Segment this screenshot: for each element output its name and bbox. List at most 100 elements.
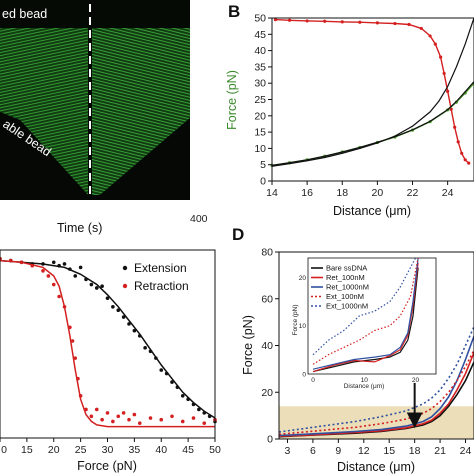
panel-c-point-retraction xyxy=(132,412,137,417)
inset-legend-label: Ret_100nM xyxy=(326,273,365,282)
panel-d-plot-area xyxy=(278,326,474,439)
panel-a-xlabel: Time (s) xyxy=(57,221,102,235)
panel-d-y-ticks: 0 20 40 60 80 xyxy=(261,247,279,446)
panel-c-point-retraction xyxy=(159,417,164,422)
panel-a-x-end-tick: 400 xyxy=(190,213,208,225)
panel-b-letter: B xyxy=(228,2,240,21)
panel-b-x-tick-label: 16 xyxy=(301,187,313,199)
panel-c-point-retraction xyxy=(116,414,121,419)
inset-legend-label: Ret_1000nM xyxy=(326,283,369,292)
panel-b-x-tick-label: 24 xyxy=(442,187,454,199)
panel-c-point-extension xyxy=(73,274,78,278)
panel-d-y-tick-label: 40 xyxy=(261,340,273,352)
panel-c-x-tick-label: 45 xyxy=(182,444,194,456)
panel-c-point-retraction xyxy=(94,407,99,412)
panel-b-fit-line-3 xyxy=(271,81,474,166)
panel-b-point xyxy=(323,19,327,23)
panel-d-ylabel: Force (pN) xyxy=(241,315,255,375)
panel-d-y-tick-label: 0 xyxy=(267,434,273,446)
inset-curve-2 xyxy=(312,257,419,370)
panel-c-point-extension xyxy=(159,368,164,372)
inset-x-tick-label: 0 xyxy=(311,377,315,384)
panel-b-x-tick-label: 18 xyxy=(336,187,348,199)
panel-b-y-tick-label: 35 xyxy=(254,61,266,73)
panel-c-point-retraction xyxy=(70,339,75,343)
panel-c-fit-line-3 xyxy=(0,259,215,428)
panel-b-point xyxy=(467,161,471,165)
panel-d-x-tick-label: 15 xyxy=(383,445,395,457)
panel-d-x-tick-label: 3 xyxy=(285,445,291,457)
panel-b-point xyxy=(340,20,344,24)
panel-c-legend: Extension Retraction xyxy=(122,261,189,293)
panel-c-point-retraction xyxy=(191,416,196,420)
panel-c-point-extension xyxy=(111,304,115,309)
panel-b-point xyxy=(439,55,443,59)
kymograph-left-fibers xyxy=(0,28,88,195)
panel-d-x-ticks: 3 6 9 12 15 18 21 24 xyxy=(285,439,472,457)
inset-curve-3 xyxy=(312,257,419,365)
panel-b-point xyxy=(456,140,460,144)
panel-b-y-tick-label: 45 xyxy=(254,29,266,41)
panel-c-point-retraction xyxy=(148,416,153,420)
panel-c-point-retraction xyxy=(111,419,115,424)
panel-b-xlabel: Distance (μm) xyxy=(333,204,411,218)
panel-b-ylabel: Force (pN) xyxy=(225,70,239,130)
panel-b-y-tick-label: 15 xyxy=(254,127,266,139)
inset-x-tick-label: 10 xyxy=(361,377,369,384)
panel-b-y-tick-label: 5 xyxy=(260,159,266,171)
panel-b-point xyxy=(407,22,411,27)
panel-b-y-tick-label: 30 xyxy=(254,78,266,90)
panel-b-series-line-1 xyxy=(271,82,474,167)
panel-c-point-extension xyxy=(78,265,83,270)
panel-b-y-tick-label: 10 xyxy=(254,143,266,155)
panel-b-point xyxy=(393,21,397,26)
legend-label-extension: Extension xyxy=(134,261,187,275)
panel-c-point-extension xyxy=(127,322,131,326)
trapped-bead-label: ed bead xyxy=(2,7,47,21)
panel-c-point-extension xyxy=(100,284,104,289)
panel-d-series-ext-100nm xyxy=(278,349,474,436)
panel-b-y-tick-label: 20 xyxy=(254,110,266,122)
panel-c-point-retraction xyxy=(51,282,56,287)
panel-c-point-extension xyxy=(62,262,67,266)
panel-b-point xyxy=(449,107,453,111)
panel-b-point xyxy=(273,18,278,22)
inset-curve-4 xyxy=(312,257,417,356)
inset-y-tick-label: 10 xyxy=(299,323,307,330)
panel-d-x-tick-label: 21 xyxy=(434,445,446,457)
panel-c-xlabel: Force (pN) xyxy=(77,459,137,473)
panel-b: B 14 16 18 20 22 24 0 5 10 15 20 25 30 35 40 45 50 Dist… xyxy=(225,2,474,218)
panel-b-fit-line-2 xyxy=(271,17,474,167)
panel-d-letter: D xyxy=(232,225,244,244)
panel-c: 0 15 20 25 30 35 40 45 50 Force (pN) Extension R… xyxy=(0,249,221,473)
legend-marker-extension xyxy=(122,265,128,271)
panel-c-point-extension xyxy=(132,328,137,333)
inset-legend: Bare ssDNARet_100nMRet_1000nMExt_100nMEx… xyxy=(311,264,369,311)
panel-c-point-retraction xyxy=(137,421,142,425)
panel-b-point xyxy=(433,42,437,46)
panel-c-point-extension xyxy=(105,296,110,301)
panel-c-point-retraction xyxy=(202,421,207,425)
inset-ticks: 0 10 20 0 10 20 xyxy=(299,275,420,384)
panel-b-x-tick-label: 14 xyxy=(266,187,278,199)
panel-c-x-tick-label: 30 xyxy=(102,444,114,456)
inset-y-tick-label: 20 xyxy=(299,275,307,282)
panel-b-y-tick-label: 0 xyxy=(260,176,266,188)
inset-ylabel: Force (pN) xyxy=(292,304,299,335)
panel-a-kymograph: ed bead able bead Time (s) 400 xyxy=(0,0,208,235)
panel-d-x-tick-label: 12 xyxy=(358,445,370,457)
panel-c-point-retraction xyxy=(57,294,61,299)
panel-d-series-ext-1000nm xyxy=(278,326,474,433)
panel-c-point-retraction xyxy=(46,274,51,278)
panel-c-x-tick-label: 40 xyxy=(155,444,167,456)
inset-plot-area xyxy=(312,257,419,373)
panel-b-point xyxy=(442,71,446,76)
panel-c-fit-line-2 xyxy=(0,259,216,419)
panel-c-point-extension xyxy=(180,393,185,398)
panel-d-x-tick-label: 9 xyxy=(335,445,341,457)
panel-b-x-tick-label: 20 xyxy=(372,187,384,199)
inset-legend-label: Ext_1000nM xyxy=(326,302,368,311)
panel-d-inset: 0 10 20 0 10 20 Distance (μm) Force (pN) Bare… xyxy=(292,257,437,390)
panel-b-series-line-0 xyxy=(275,18,470,164)
